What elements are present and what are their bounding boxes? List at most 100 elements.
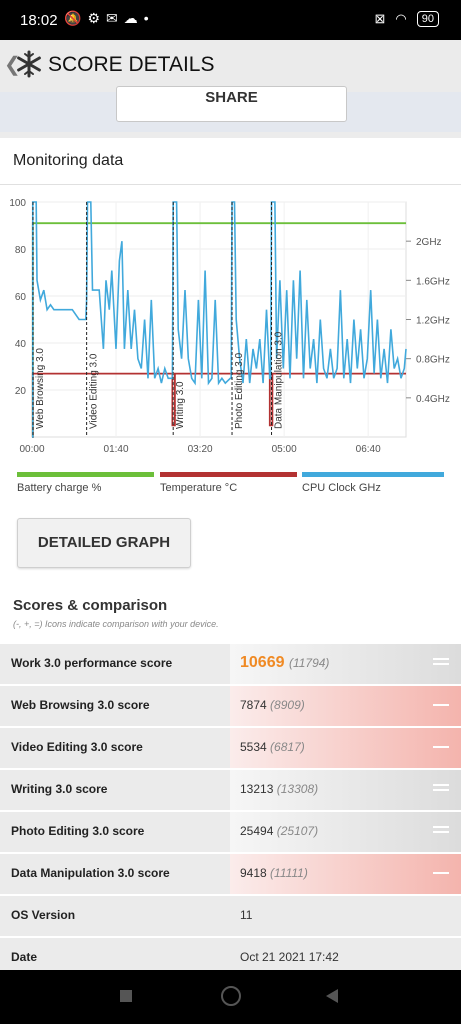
x-tick: 00:00 (19, 444, 44, 455)
system-icons: ⊠ ◠ 90 (374, 11, 439, 27)
y-tick-right: 2GHz (416, 237, 442, 248)
reference-score: (13308) (276, 782, 319, 796)
monitoring-title: Monitoring data (13, 152, 124, 169)
score-label: Web Browsing 3.0 score (11, 698, 150, 712)
equal-icon (433, 826, 449, 836)
dot-icon: • (143, 10, 155, 26)
score-label: Photo Editing 3.0 score (11, 824, 145, 838)
score-value-cell: 11 (230, 896, 461, 936)
battery-icon: 90 (416, 11, 439, 27)
navigation-bar (0, 970, 461, 1024)
score-value-cell: 25494 (25107) (230, 812, 461, 852)
share-button[interactable]: SHARE (116, 86, 347, 122)
detailed-graph-button[interactable]: DETAILED GRAPH (17, 518, 191, 568)
score-value: 25494 (25107) (240, 812, 318, 850)
score-row: Photo Editing 3.0 score 25494 (25107) (0, 812, 461, 854)
reference-score: (11794) (288, 656, 330, 670)
score-value-cell: 9418 (11111) (230, 854, 461, 894)
score-value: 11 (240, 896, 252, 934)
x-tick: 03:20 (188, 444, 213, 455)
mute-icon: 🔕 (64, 10, 88, 26)
score-number: 10669 (240, 654, 285, 671)
y-tick-left: 80 (15, 245, 27, 256)
minus-icon (433, 704, 449, 709)
series-line-cpu (31, 201, 407, 438)
y-tick-right: 1.6GHz (416, 276, 450, 287)
notification-icons: 🔕⚙✉☁• (64, 10, 155, 27)
monitoring-card: Monitoring data 100 80 60 40 20 2GHz 1.6GHz 1.2… (0, 138, 461, 980)
y-tick-left: 100 (9, 198, 26, 209)
segment-label: Writing 3.0 (175, 381, 186, 429)
score-value: 7874 (8909) (240, 686, 305, 724)
score-value-cell: 13213 (13308) (230, 770, 461, 810)
wifi-icon: ◠ (395, 11, 407, 26)
app-bar: ❮ SCORE DETAILS (0, 40, 461, 93)
snowflake-logo-icon (17, 50, 41, 78)
x-tick: 05:00 (272, 444, 297, 455)
scores-subtitle: (-, +, =) Icons indicate comparison with… (13, 619, 219, 629)
y-tick-right: 0.4GHz (416, 394, 450, 405)
score-number: Oct 21 2021 17:42 (240, 950, 339, 964)
cloud-icon: ☁ (123, 10, 144, 26)
page-title: SCORE DETAILS (48, 53, 215, 76)
sim-icon: ⊠ (374, 11, 386, 26)
score-label: Video Editing 3.0 score (11, 740, 143, 754)
status-time: 18:02 (20, 12, 58, 29)
y-tick-left: 60 (15, 292, 27, 303)
score-value: 5534 (6817) (240, 728, 305, 766)
x-tick: 01:40 (104, 444, 129, 455)
segment-label: Video Editing 3.0 (89, 353, 100, 429)
back-nav-icon[interactable] (326, 989, 338, 1003)
score-value: 13213 (13308) (240, 770, 318, 808)
back-icon[interactable]: ❮ (4, 54, 21, 76)
score-value-cell: 10669 (11794) (230, 644, 461, 684)
legend-label: Battery charge % (17, 482, 102, 494)
minus-icon (433, 872, 449, 877)
score-label: Data Manipulation 3.0 score (11, 866, 170, 880)
status-bar: 18:02 🔕⚙✉☁• ⊠ ◠ 90 (0, 0, 461, 40)
home-icon[interactable] (221, 986, 241, 1006)
reference-score: (8909) (270, 698, 305, 712)
score-row: OS Version 11 (0, 896, 461, 938)
score-number: 5534 (240, 740, 267, 754)
legend-cpu: CPU Clock GHz (302, 472, 444, 494)
reference-score: (6817) (270, 740, 305, 754)
score-row: Work 3.0 performance score 10669 (11794) (0, 644, 461, 686)
reference-score: (11111) (270, 866, 308, 880)
score-row: Web Browsing 3.0 score 7874 (8909) (0, 686, 461, 728)
score-label: OS Version (11, 908, 76, 922)
score-label: Date (11, 950, 38, 964)
score-value-cell: 5534 (6817) (230, 728, 461, 768)
reference-score: (25107) (276, 824, 319, 838)
y-tick-right: 1.2GHz (416, 316, 450, 327)
equal-icon (433, 658, 449, 668)
score-number: 11 (240, 908, 253, 922)
segment-label: Data Manipulation 3.0 (274, 331, 285, 429)
settings-icon: ⚙ (87, 10, 106, 26)
equal-icon (433, 784, 449, 794)
score-value: Oct 21 2021 17:42 (240, 938, 339, 976)
score-number: 13213 (240, 782, 274, 796)
mail-icon: ✉ (106, 10, 124, 26)
monitoring-chart[interactable]: 100 80 60 40 20 2GHz 1.6GHz 1.2GHz 0.8GHz 0.4GHz 0… (0, 194, 461, 464)
score-value: 9418 (11111) (240, 854, 308, 892)
x-tick: 06:40 (356, 444, 381, 455)
score-row: Writing 3.0 score 13213 (13308) (0, 770, 461, 812)
score-row: Video Editing 3.0 score 5534 (6817) (0, 728, 461, 770)
segment-label: Photo Editing 3.0 (234, 352, 245, 429)
plot-area (31, 201, 407, 438)
minus-icon (433, 746, 449, 751)
legend-label: Temperature °C (160, 482, 238, 494)
score-row: Data Manipulation 3.0 score 9418 (11111) (0, 854, 461, 896)
y-tick-right: 0.8GHz (416, 355, 450, 366)
score-value: 10669 (11794) (240, 644, 329, 682)
share-label: SHARE (205, 89, 258, 106)
legend-swatch (17, 472, 154, 477)
recents-icon[interactable] (120, 990, 132, 1002)
legend-temperature: Temperature °C (160, 472, 297, 494)
legend-label: CPU Clock GHz (302, 482, 381, 494)
score-number: 7874 (240, 698, 267, 712)
scores-table: Work 3.0 performance score 10669 (11794) W… (0, 644, 461, 980)
score-value-cell: 7874 (8909) (230, 686, 461, 726)
legend-swatch (160, 472, 297, 477)
